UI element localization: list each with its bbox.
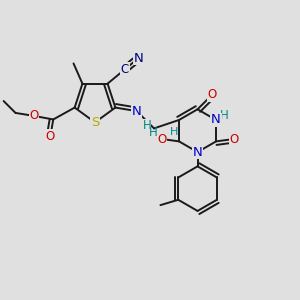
Text: S: S bbox=[91, 116, 99, 129]
Text: O: O bbox=[157, 133, 167, 146]
Text: O: O bbox=[229, 133, 239, 146]
Text: N: N bbox=[132, 105, 142, 118]
Text: N: N bbox=[193, 146, 202, 159]
Text: O: O bbox=[29, 110, 39, 122]
Text: O: O bbox=[208, 88, 217, 101]
Text: H: H bbox=[220, 109, 229, 122]
Text: H: H bbox=[142, 119, 151, 133]
Text: C: C bbox=[121, 63, 129, 76]
Text: N: N bbox=[211, 113, 221, 127]
Text: H: H bbox=[169, 128, 178, 137]
Text: O: O bbox=[46, 130, 55, 143]
Text: H: H bbox=[149, 126, 158, 139]
Text: N: N bbox=[134, 52, 143, 64]
